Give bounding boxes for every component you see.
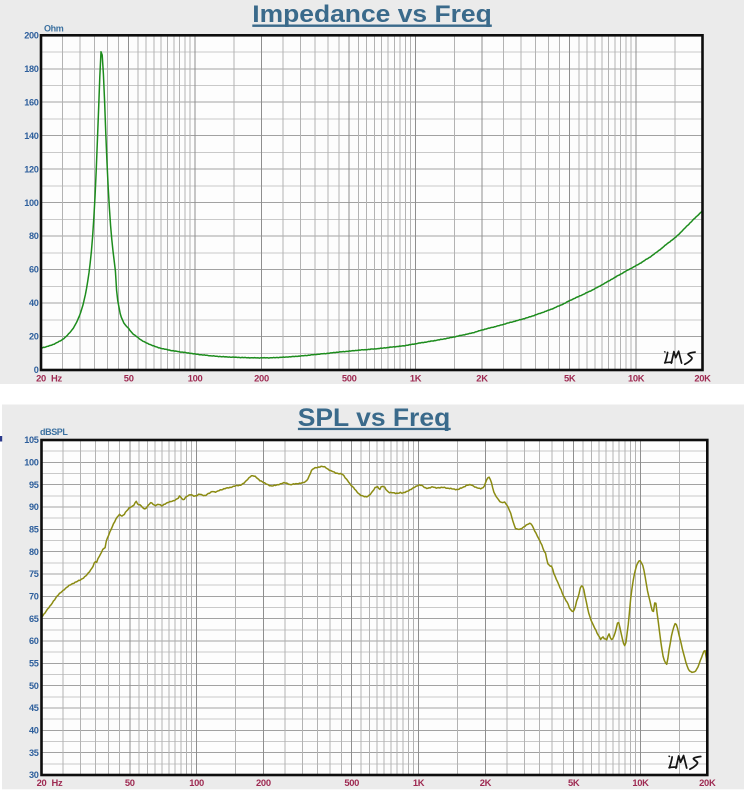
svg-text:50: 50 bbox=[125, 777, 135, 788]
svg-text:0: 0 bbox=[34, 365, 39, 375]
svg-text:Hz: Hz bbox=[51, 373, 62, 384]
svg-text:140: 140 bbox=[24, 131, 39, 141]
svg-text:70: 70 bbox=[29, 591, 39, 601]
svg-text:60: 60 bbox=[29, 265, 39, 275]
svg-text:dBSPL: dBSPL bbox=[40, 427, 68, 437]
svg-text:180: 180 bbox=[24, 64, 39, 74]
svg-text:100: 100 bbox=[24, 198, 39, 208]
svg-text:160: 160 bbox=[24, 97, 39, 107]
svg-text:5K: 5K bbox=[568, 777, 580, 788]
svg-text:500: 500 bbox=[344, 777, 359, 788]
svg-text:20: 20 bbox=[36, 373, 46, 384]
svg-text:10K: 10K bbox=[628, 373, 645, 384]
svg-text:20: 20 bbox=[29, 332, 39, 342]
svg-text:Impedance vs Freq: Impedance vs Freq bbox=[252, 1, 492, 28]
svg-text:Ohm: Ohm bbox=[44, 24, 64, 34]
svg-text:10K: 10K bbox=[632, 777, 649, 788]
svg-text:65: 65 bbox=[29, 614, 39, 624]
svg-text:45: 45 bbox=[29, 703, 39, 713]
svg-text:5K: 5K bbox=[564, 373, 576, 384]
svg-text:SPL vs Freq: SPL vs Freq bbox=[298, 404, 451, 432]
svg-text:90: 90 bbox=[29, 502, 39, 512]
svg-text:55: 55 bbox=[29, 658, 39, 668]
svg-text:80: 80 bbox=[29, 231, 39, 241]
svg-text:105: 105 bbox=[24, 435, 39, 445]
svg-text:200: 200 bbox=[254, 373, 269, 384]
svg-text:80: 80 bbox=[29, 547, 39, 557]
svg-text:120: 120 bbox=[24, 164, 39, 174]
svg-text:40: 40 bbox=[29, 725, 39, 735]
svg-text:2K: 2K bbox=[480, 777, 492, 788]
svg-text:1K: 1K bbox=[410, 373, 422, 384]
svg-text:Hz: Hz bbox=[52, 777, 63, 788]
svg-text:1K: 1K bbox=[413, 777, 425, 788]
svg-text:20: 20 bbox=[37, 777, 47, 788]
svg-text:35: 35 bbox=[29, 748, 39, 758]
svg-text:50: 50 bbox=[29, 681, 39, 691]
svg-text:200: 200 bbox=[256, 777, 271, 788]
svg-text:75: 75 bbox=[29, 569, 39, 579]
svg-text:2K: 2K bbox=[476, 373, 488, 384]
svg-text:20K: 20K bbox=[699, 777, 716, 788]
svg-text:50: 50 bbox=[124, 373, 134, 384]
svg-text:500: 500 bbox=[342, 373, 357, 384]
svg-text:200: 200 bbox=[24, 30, 39, 40]
svg-text:95: 95 bbox=[29, 480, 39, 490]
svg-text:85: 85 bbox=[29, 524, 39, 534]
svg-text:20K: 20K bbox=[694, 373, 711, 384]
svg-text:30: 30 bbox=[29, 770, 39, 780]
svg-text:40: 40 bbox=[29, 298, 39, 308]
svg-text:60: 60 bbox=[29, 636, 39, 646]
svg-text:100: 100 bbox=[24, 457, 39, 467]
svg-text:100: 100 bbox=[188, 373, 203, 384]
svg-text:100: 100 bbox=[189, 777, 204, 788]
